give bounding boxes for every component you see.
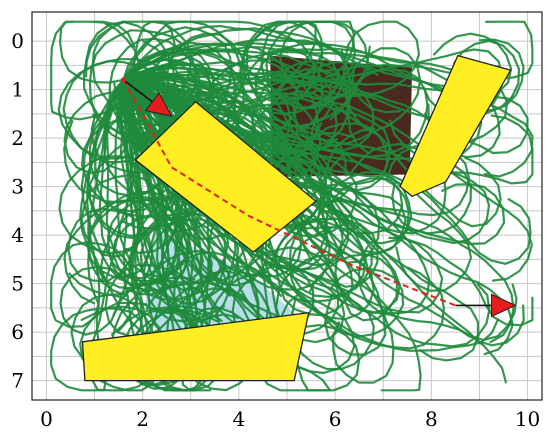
x-tick-label: 10: [515, 407, 540, 431]
y-tick-label: 6: [11, 320, 24, 344]
y-tick-label: 1: [11, 78, 24, 102]
x-tick-label: 0: [40, 407, 53, 431]
y-tick-label: 5: [11, 272, 24, 296]
start-arrow-shaft: [122, 79, 153, 103]
x-tick-label: 2: [136, 407, 149, 431]
trajectory-line: [122, 78, 227, 316]
start-arrow-head: [144, 92, 173, 117]
planned-path: [122, 79, 456, 307]
trajectory-line: [122, 25, 525, 112]
y-tick-label: 3: [11, 175, 24, 199]
trajectory-line: [122, 20, 421, 114]
axis-ticks: 0 2 4 6 8 10 0 1 2 3 4 5 6 7: [11, 29, 540, 431]
obstacle: [81, 311, 310, 382]
y-tick-label: 2: [11, 126, 24, 150]
obstacle: [399, 54, 512, 198]
trajectory-line: [106, 78, 190, 292]
trajectory-line: [122, 39, 521, 120]
obstacles: [81, 54, 512, 382]
y-tick-label: 7: [11, 369, 24, 393]
plot-frame: [31, 11, 543, 401]
trajectory-line: [122, 47, 379, 152]
trajectory-line: [79, 78, 158, 392]
trajectory-line: [122, 27, 534, 178]
obstacle: [134, 100, 317, 253]
y-tick-label: 0: [11, 29, 24, 53]
trajectory-line: [122, 42, 352, 129]
trajectory-line: [122, 61, 529, 155]
y-tick-label: 4: [11, 223, 24, 247]
planned-path-layer: [120, 77, 517, 318]
trajectory-line: [122, 77, 413, 245]
trajectory-line: [122, 78, 473, 292]
trajectory-line: [50, 78, 139, 336]
start-point: [120, 77, 126, 83]
trajectory-line: [62, 59, 179, 175]
x-tick-label: 8: [425, 407, 438, 431]
trajectory-line: [50, 78, 143, 392]
x-tick-label: 4: [233, 407, 246, 431]
goal-arrow-head: [491, 293, 517, 318]
x-tick-label: 6: [329, 407, 342, 431]
trajectory-line: [122, 74, 401, 315]
trajectory-line: [63, 78, 178, 305]
trajectory-line: [122, 78, 533, 282]
